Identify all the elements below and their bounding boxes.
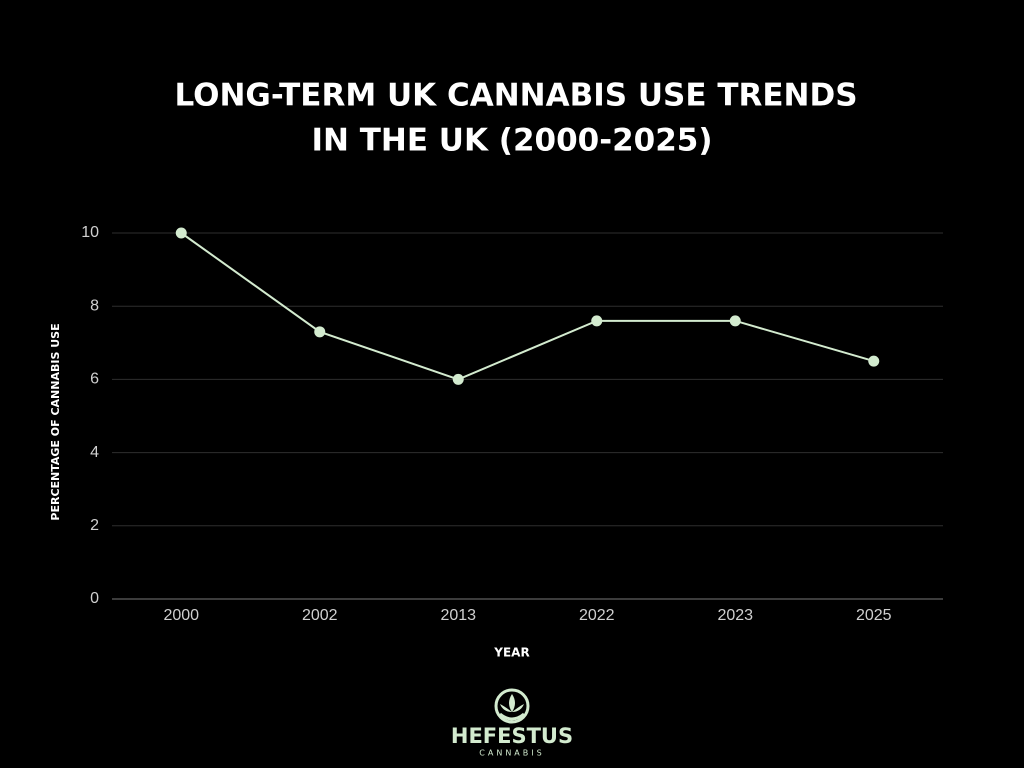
x-axis-label: YEAR [493,646,529,660]
y-tick-label: 2 [90,517,99,534]
x-tick-label: 2025 [856,607,892,624]
y-tick-label: 6 [90,371,99,388]
point [729,315,741,327]
line [180,232,875,381]
point [591,315,603,327]
logo-icon [494,688,530,724]
x-tick-label: 2000 [163,607,199,624]
chart-title: IN THE UK (2000-2025) [311,123,712,159]
chart-title: LONG-TERM UK CANNABIS USE TRENDS [174,78,857,114]
point [868,355,880,367]
y-tick-label: 10 [81,224,99,241]
x-tick-label: 2002 [302,607,338,624]
point [452,373,464,385]
point [175,227,187,239]
point [314,326,326,338]
y-tick-label: 8 [90,297,99,314]
x-tick-label: 2023 [717,607,753,624]
x-tick-label: 2022 [579,607,615,624]
y-tick-label: 4 [90,444,99,461]
logo-tagline: CANNABIS [479,749,544,758]
y-tick-label: 0 [90,590,99,607]
y-axis-label: PERCENTAGE OF CANNABIS USE [49,323,62,520]
logo-name: HEFESTUS [451,724,573,748]
x-tick-label: 2013 [440,607,476,624]
